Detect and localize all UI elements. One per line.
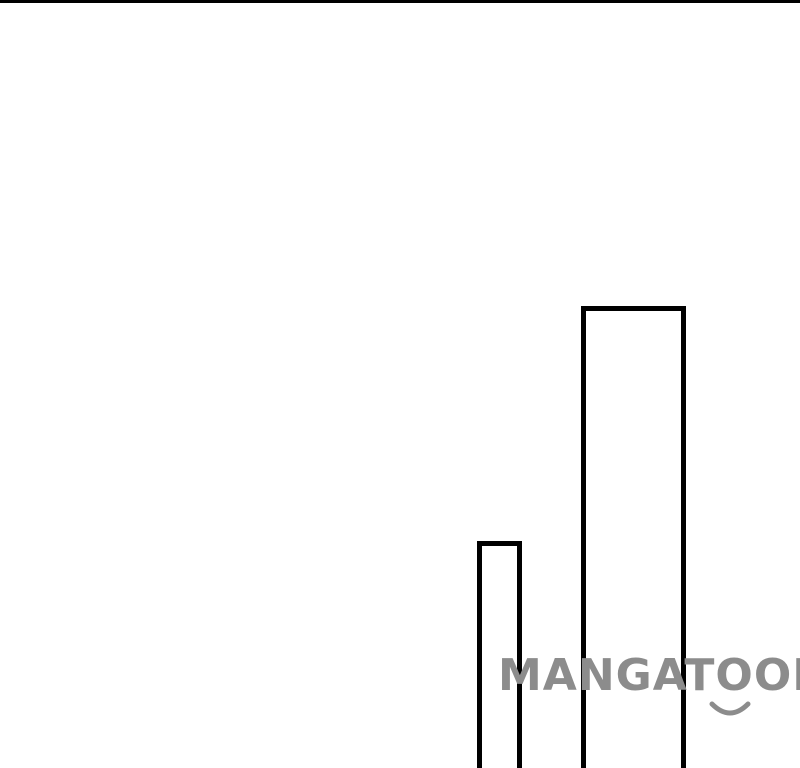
watermark-text: MANGATOON <box>498 650 800 701</box>
narrow-rectangle-shape <box>477 541 522 768</box>
panel-top-border <box>0 0 800 3</box>
mangatoon-watermark: MANGATOON <box>498 650 800 722</box>
smile-icon <box>709 701 751 716</box>
wide-rectangle-shape <box>581 306 686 768</box>
